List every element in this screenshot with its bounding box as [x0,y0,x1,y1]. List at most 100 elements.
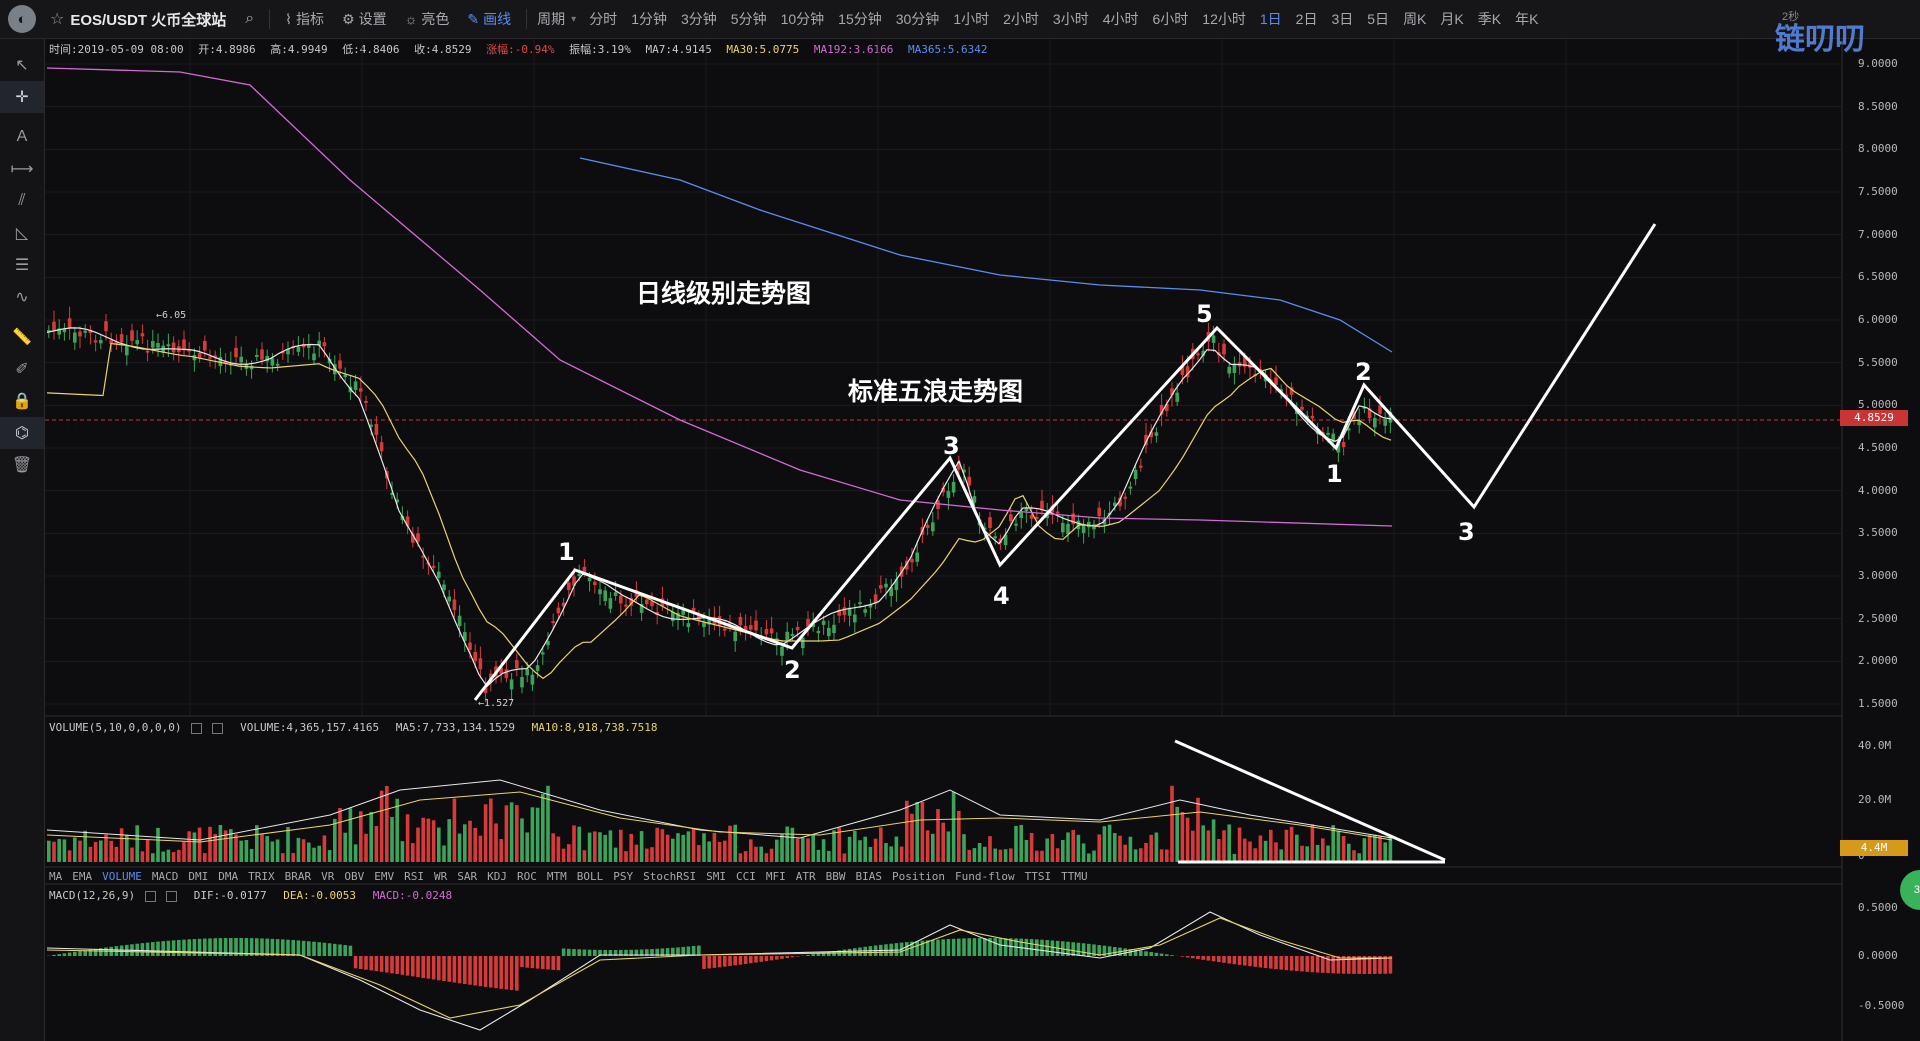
period-10[interactable]: 4小时 [1102,11,1139,27]
wave-label-a3: 3 [1458,518,1475,546]
indicator-tab-rsi[interactable]: RSI [404,870,424,883]
indicator-tab-smi[interactable]: SMI [706,870,726,883]
indicator-tab-mtm[interactable]: MTM [546,870,567,883]
indicator-tab-kdj[interactable]: KDJ [487,870,507,883]
indicator-tab-fund-flow[interactable]: Fund-flow [954,870,1015,883]
candle-body [1029,514,1034,519]
candle-body [676,612,680,620]
ruler-icon[interactable]: 📏 [12,329,32,346]
fibonacci-icon[interactable]: ☰ [14,257,30,274]
indicator-tab-boll[interactable]: BOLL [576,870,604,883]
text-tool-icon[interactable]: A [16,128,28,145]
indicator-tab-stochrsi[interactable]: StochRSI [643,870,697,883]
period-3[interactable]: 5分钟 [730,11,767,27]
indicator-tab-vr[interactable]: VR [321,870,335,883]
favorite-star-icon[interactable]: ☆ [50,11,65,28]
indicator-tab-bbw[interactable]: BBW [825,870,846,883]
macd-bar [1133,949,1138,956]
settings-box-icon[interactable] [191,722,203,734]
period-dropdown[interactable]: 周期 [537,11,566,27]
macd-dif: DIF:-0.0177 [193,889,267,902]
volume-bar [1378,836,1382,862]
volume-bar [218,824,223,862]
notification-bubble[interactable]: 33 [1900,870,1920,910]
period-4[interactable]: 10分钟 [780,11,825,27]
period-18[interactable]: 月K [1440,11,1464,27]
magnet-icon[interactable]: ⌬ [0,417,44,449]
indicator-tab-cci[interactable]: CCI [735,870,756,883]
indicator-tab-ttmu[interactable]: TTMU [1061,870,1088,883]
indicator-tab-atr[interactable]: ATR [795,870,816,883]
macd-bar [598,949,602,956]
period-6[interactable]: 30分钟 [895,11,940,27]
macd-bar [177,939,181,956]
period-14[interactable]: 2日 [1295,11,1318,27]
indicator-tab-roc[interactable]: ROC [517,870,537,883]
indicator-tab-ma[interactable]: MA [49,870,63,883]
settings-box-icon[interactable] [145,890,157,902]
search-icon[interactable]: ⌕ [245,10,255,27]
indicator-tab-trix[interactable]: TRIX [248,870,275,883]
crosshair-icon[interactable]: ✛ [0,81,44,113]
indicator-tab-volume[interactable]: VOLUME [102,870,142,883]
macd-bar [171,940,176,956]
period-20[interactable]: 年K [1515,11,1539,27]
triangle-shape-icon[interactable]: ◺ [15,225,29,242]
pair-selector[interactable]: ☆ EOS/USDT 火币全球站 [50,9,226,30]
period-2[interactable]: 3分钟 [680,11,717,27]
wave-label-3: 3 [943,432,960,460]
volume-bar [468,820,472,862]
indicator-tab-emv[interactable]: EMV [374,870,395,883]
candle-body [125,345,129,356]
draw-line-button[interactable]: ✎ 画线 [467,10,512,28]
indicator-tab-bias[interactable]: BIAS [855,870,882,883]
close-box-icon[interactable] [212,722,224,734]
period-17[interactable]: 周K [1403,11,1427,27]
indicator-tab-position[interactable]: Position [891,870,945,883]
wave-pattern-icon[interactable]: ∿ [15,289,29,306]
period-7[interactable]: 1小时 [953,11,990,27]
lock-icon[interactable]: 🔒 [12,393,32,410]
indicator-tab-ema[interactable]: EMA [72,870,93,883]
period-1[interactable]: 1分钟 [631,11,667,27]
cursor-arrow-icon[interactable]: ↖ [15,57,29,74]
period-9[interactable]: 3小时 [1052,11,1089,27]
close-box-icon[interactable] [166,890,178,902]
candle-body [473,651,477,661]
candle-body [47,330,51,333]
trash-icon[interactable]: 🗑 [11,457,33,474]
macd-bar [1232,956,1237,965]
candle-body [723,628,727,631]
indicator-tab-brar[interactable]: BRAR [284,870,312,883]
settings-button[interactable]: ⚙ 设置 [342,10,387,28]
period-16[interactable]: 5日 [1367,11,1390,27]
period-19[interactable]: 季K [1477,11,1502,27]
indicator-tab-dma[interactable]: DMA [218,870,239,883]
indicator-tab-obv[interactable]: OBV [344,870,365,883]
volume-bar [1165,849,1169,862]
brush-icon[interactable]: ✐ [15,361,29,378]
period-12[interactable]: 12小时 [1202,11,1246,27]
period-0[interactable]: 分时 [589,11,618,27]
moving-averages [46,67,1393,688]
period-15[interactable]: 3日 [1331,11,1354,27]
indicator-tab-wr[interactable]: WR [434,870,448,883]
indicator-tab-ttsi[interactable]: TTSI [1024,870,1052,883]
indicator-tab-macd[interactable]: MACD [151,870,179,883]
volume-bar [343,832,347,862]
indicator-tab-psy[interactable]: PSY [613,870,634,883]
horizontal-line-icon[interactable]: ⟼ [10,161,34,178]
period-11[interactable]: 6小时 [1152,11,1189,27]
macd-bar [265,938,269,956]
period-5[interactable]: 15分钟 [838,11,882,27]
macd-bar [681,946,685,956]
trend-lines-icon[interactable]: ⫽ [18,192,26,209]
indicator-tab-dmi[interactable]: DMI [188,870,209,883]
indicator-button[interactable]: ⌇ 指标 [285,10,325,28]
indicator-tab-sar[interactable]: SAR [457,870,478,883]
light-theme-button[interactable]: ☼ 亮色 [404,11,450,27]
period-8[interactable]: 2小时 [1003,11,1039,27]
indicator-tab-mfi[interactable]: MFI [765,870,786,883]
period-13[interactable]: 1日 [1259,11,1282,27]
